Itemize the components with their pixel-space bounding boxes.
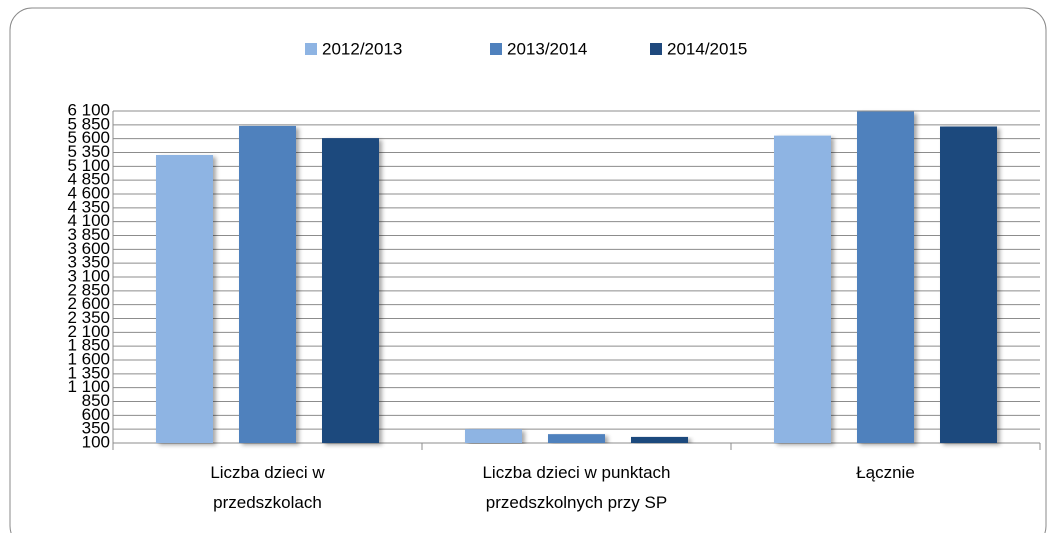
y-tick-label: 3 350 xyxy=(67,253,110,272)
bar xyxy=(465,429,522,443)
legend-swatch xyxy=(650,43,662,55)
bar xyxy=(631,436,688,443)
y-tick-label: 2 100 xyxy=(67,322,110,341)
y-tick-label: 3 100 xyxy=(67,266,110,285)
y-tick-label: 1 600 xyxy=(67,349,110,368)
y-tick-label: 5 100 xyxy=(67,156,110,175)
bar xyxy=(857,111,914,443)
bar xyxy=(548,434,605,443)
legend-label: 2012/2013 xyxy=(322,39,402,58)
y-tick-label: 2 350 xyxy=(67,308,110,327)
bar xyxy=(239,125,296,443)
legend-label: 2014/2015 xyxy=(667,39,747,58)
y-tick-label: 3 850 xyxy=(67,225,110,244)
y-tick-label: 5 850 xyxy=(67,114,110,133)
bar xyxy=(940,126,997,443)
y-tick-label: 850 xyxy=(82,391,110,410)
y-tick-label: 4 100 xyxy=(67,211,110,230)
legend-swatch xyxy=(305,43,317,55)
legend-swatch xyxy=(490,43,502,55)
y-tick-label: 1 350 xyxy=(67,363,110,382)
y-tick-label: 4 350 xyxy=(67,197,110,216)
y-tick-label: 4 850 xyxy=(67,170,110,189)
y-tick-label: 3 600 xyxy=(67,239,110,258)
x-tick-label: Liczba dzieci w przedszkolach xyxy=(210,463,325,512)
y-tick-label: 5 350 xyxy=(67,142,110,161)
y-tick-label: 350 xyxy=(82,419,110,438)
y-tick-label: 100 xyxy=(82,432,110,451)
y-tick-label: 5 600 xyxy=(67,128,110,147)
x-tick-label: Liczba dzieci w punktach przedszkolnych … xyxy=(482,463,671,512)
x-tick-label: Łącznie xyxy=(856,463,915,482)
y-tick-label: 2 600 xyxy=(67,294,110,313)
y-tick-label: 600 xyxy=(82,405,110,424)
legend-label: 2013/2014 xyxy=(507,39,587,58)
y-tick-label: 2 850 xyxy=(67,280,110,299)
y-tick-label: 6 100 xyxy=(67,100,110,119)
bar xyxy=(322,138,379,443)
bar xyxy=(774,135,831,443)
y-tick-label: 4 600 xyxy=(67,183,110,202)
bar xyxy=(156,154,213,444)
y-tick-label: 1 100 xyxy=(67,377,110,396)
y-tick-label: 1 850 xyxy=(67,336,110,355)
